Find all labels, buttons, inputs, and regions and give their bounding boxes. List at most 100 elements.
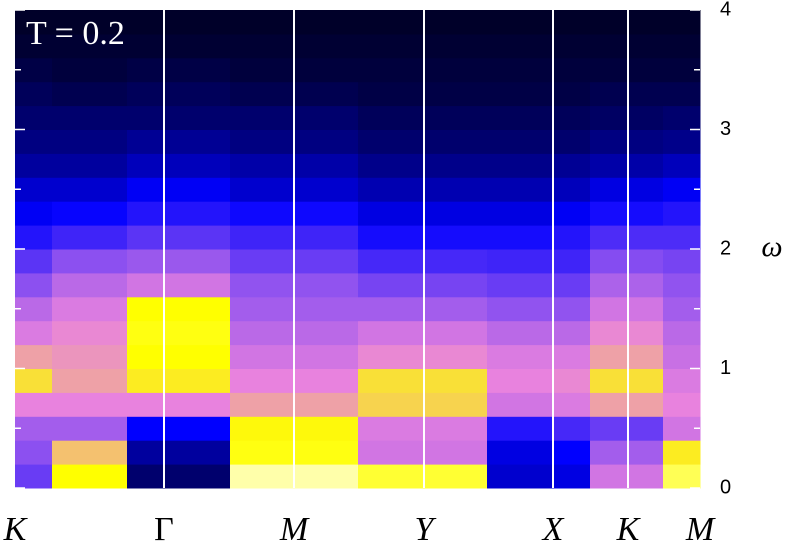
heatmap-cell: [487, 129, 553, 154]
heatmap-cell: [127, 344, 231, 369]
y-tick-label: 2: [720, 237, 731, 259]
heatmap-cell: [487, 81, 553, 107]
heatmap-cell: [487, 344, 553, 369]
heatmap-cell: [127, 105, 231, 130]
heatmap-cell: [358, 10, 488, 35]
heatmap-cell: [590, 416, 664, 441]
heatmap-cell: [552, 225, 591, 250]
heatmap-cell: [552, 464, 591, 489]
heatmap-cell: [663, 81, 701, 107]
y-tick-label: 4: [720, 0, 731, 20]
heatmap-cell: [590, 57, 664, 83]
heatmap-cell: [15, 440, 53, 465]
heatmap-cell: [552, 249, 591, 274]
heatmap-cell: [358, 416, 488, 441]
heatmap-cell: [127, 129, 231, 154]
heatmap-cell: [15, 296, 53, 322]
heatmap-cell: [15, 81, 53, 107]
y-tick-label: 3: [720, 118, 731, 140]
heatmap-cell: [52, 416, 128, 441]
heatmap-cell: [15, 177, 53, 202]
heatmap-cell: [358, 368, 488, 393]
heatmap-cell: [52, 344, 128, 369]
heatmap-cell: [15, 416, 53, 441]
heatmap-cell: [358, 392, 488, 417]
heatmap-cell: [487, 416, 553, 441]
heatmap-cell: [552, 129, 591, 154]
x-tick-label: K: [616, 511, 642, 547]
x-tick-label: Γ: [154, 511, 174, 547]
heatmap-cell: [15, 105, 53, 130]
heatmap-cell: [487, 201, 553, 226]
heatmap-cell: [663, 10, 701, 35]
heatmap-cell: [590, 368, 664, 393]
heatmap-cell: [552, 272, 591, 298]
heatmap-cell: [552, 416, 591, 441]
heatmap-cell: [552, 296, 591, 322]
heatmap-cell: [552, 344, 591, 369]
heatmap-cell: [52, 392, 128, 417]
heatmap-cell: [552, 81, 591, 107]
heatmap-cell: [15, 249, 53, 274]
heatmap-cell: [127, 201, 231, 226]
heatmap-cell: [590, 296, 664, 322]
heatmap-cell: [52, 320, 128, 346]
heatmap-cell: [487, 177, 553, 202]
heatmap-cell: [552, 57, 591, 83]
heatmap-cell: [590, 249, 664, 274]
heatmap-cell: [358, 177, 488, 202]
heatmap-cell: [52, 440, 128, 465]
heatmap-cell: [663, 105, 701, 130]
heatmap-cell: [127, 10, 231, 35]
heatmap-cell: [552, 153, 591, 178]
heatmap-cell: [127, 368, 231, 393]
heatmap-cell: [590, 344, 664, 369]
heatmap-cell: [15, 320, 53, 346]
heatmap-cell: [590, 464, 664, 489]
heatmap-cell: [52, 225, 128, 250]
heatmap-cell: [127, 464, 231, 489]
x-tick-label: Y: [415, 511, 437, 547]
heatmap-cell: [663, 153, 701, 178]
heatmap-cell: [590, 33, 664, 59]
heatmap-cell: [590, 225, 664, 250]
heatmap-cell: [552, 105, 591, 130]
heatmap-cell: [358, 57, 488, 83]
heatmap-cell: [127, 416, 231, 441]
heatmap-cell: [487, 368, 553, 393]
heatmap-cell: [15, 368, 53, 393]
heatmap-cell: [552, 177, 591, 202]
heatmap-cell: [552, 33, 591, 59]
heatmap-cell: [487, 225, 553, 250]
heatmap-cell: [663, 272, 701, 298]
heatmap-cell: [15, 201, 53, 226]
y-tick-label: 0: [720, 476, 731, 498]
heatmap-cell: [127, 249, 231, 274]
heatmap-cell: [590, 177, 664, 202]
heatmap-cell: [663, 464, 701, 489]
heatmap-cell: [487, 33, 553, 59]
heatmap-cell: [127, 57, 231, 83]
heatmap-cell: [552, 392, 591, 417]
heatmap-cell: [663, 368, 701, 393]
heatmap-cell: [590, 10, 664, 35]
heatmap: [15, 10, 701, 489]
heatmap-cell: [127, 296, 231, 322]
heatmap-cell: [590, 81, 664, 107]
heatmap-cell: [15, 464, 53, 489]
heatmap-cell: [663, 344, 701, 369]
heatmap-cell: [52, 10, 128, 35]
heatmap-cell: [15, 225, 53, 250]
y-tick-label: 1: [720, 357, 731, 379]
x-tick-label: M: [685, 511, 716, 547]
heatmap-cell: [590, 201, 664, 226]
heatmap-cell: [590, 320, 664, 346]
heatmap-cell: [487, 10, 553, 35]
heatmap-cell: [590, 129, 664, 154]
heatmap-cell: [15, 57, 53, 83]
heatmap-cell: [127, 225, 231, 250]
heatmap-cell: [663, 440, 701, 465]
heatmap-cell: [663, 392, 701, 417]
heatmap-cell: [358, 201, 488, 226]
